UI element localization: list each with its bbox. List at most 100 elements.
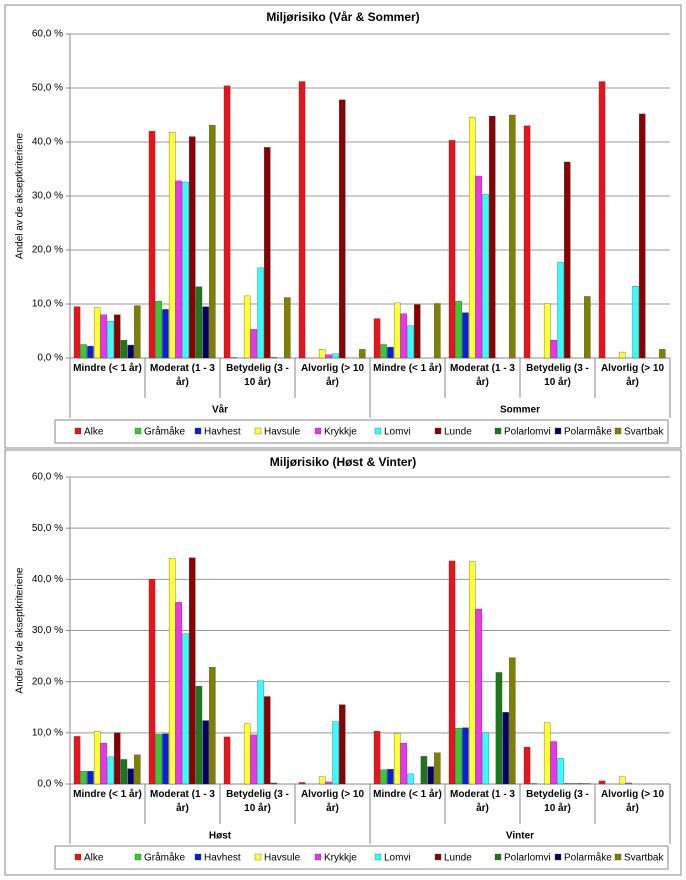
bar <box>189 136 196 359</box>
legend-label: Krykkje <box>324 853 357 864</box>
bar <box>100 742 108 785</box>
x-tick-label-box: Alvorlig (> 10 år) <box>301 789 364 814</box>
bar <box>502 712 509 785</box>
bar <box>162 733 169 785</box>
legend-frame <box>54 845 669 870</box>
legend-swatch <box>494 427 502 435</box>
bar <box>120 340 128 359</box>
x-tick-label: Moderat (1 - 3 år) <box>149 363 215 388</box>
x-tick-label: Mindre (< 1 år) <box>373 789 442 800</box>
bar <box>475 175 483 359</box>
chart-frame <box>4 449 682 876</box>
x-tick-label-box: Alvorlig (> 10 år) <box>301 363 364 388</box>
chart-title: Miljørisiko (Vår & Sommer) <box>266 10 419 24</box>
legend-swatch <box>134 427 142 435</box>
legend-swatch <box>494 853 502 861</box>
legend-label: Havhest <box>204 427 241 438</box>
legend-label: Polarmåke <box>564 426 612 438</box>
legend-swatch <box>134 853 142 861</box>
x-tick-label: Mindre (< 1 år) <box>73 789 142 800</box>
bar <box>100 314 108 359</box>
bar <box>325 354 333 359</box>
group-label: Sommer <box>500 405 540 416</box>
group-label: Vår <box>212 404 228 416</box>
x-tick-label: Moderat (1 - 3 år) <box>449 789 515 814</box>
bar <box>298 81 306 359</box>
x-tick-label-box: Betydelig (3 - 10 år) <box>226 363 289 388</box>
legend-swatch <box>554 853 562 861</box>
legend-swatch <box>314 853 322 861</box>
bar <box>570 783 578 785</box>
legend-label: Polarmåke <box>564 852 612 864</box>
bar <box>243 295 251 359</box>
bar <box>618 351 626 359</box>
bar <box>557 262 564 359</box>
bar <box>318 349 326 359</box>
bar <box>162 309 169 359</box>
bar <box>509 657 516 785</box>
bar <box>427 766 434 785</box>
x-tick-label: Betydelig (3 - 10 år) <box>226 363 289 388</box>
bar <box>448 560 456 785</box>
bar <box>462 727 469 785</box>
bar <box>380 344 387 359</box>
bar <box>168 132 176 359</box>
bar <box>230 357 237 359</box>
legend-swatch <box>194 427 202 435</box>
bar <box>420 756 428 785</box>
bar <box>482 732 489 785</box>
legend-frame <box>54 419 669 444</box>
bar <box>577 783 584 785</box>
bar <box>175 602 183 785</box>
bar <box>509 114 516 359</box>
bar <box>114 732 121 785</box>
bar <box>414 304 421 359</box>
legend-label: Havsule <box>264 853 301 864</box>
bar <box>489 115 496 359</box>
bar <box>223 85 231 359</box>
legend-label: Havsule <box>264 427 301 438</box>
bar <box>339 704 346 785</box>
y-axis-label: Andel av de akseptkriteriene <box>15 567 26 694</box>
bar <box>270 357 278 359</box>
group-label: Høst <box>209 831 232 842</box>
x-tick-label-box: Moderat (1 - 3 år) <box>150 789 215 814</box>
x-tick-label: Moderat (1 - 3 år) <box>449 363 515 388</box>
x-tick-label-box: Moderat (1 - 3 år) <box>449 363 515 388</box>
x-tick-label: Mindre (< 1 år) <box>73 363 142 374</box>
bar <box>155 734 162 785</box>
x-tick-label: Alvorlig (> 10 år) <box>600 363 665 388</box>
legend-label: Alke <box>84 853 104 864</box>
legend-label: Svartbak <box>624 853 664 864</box>
bar <box>387 769 394 785</box>
y-tick-label: 10,0 % <box>32 299 63 310</box>
x-tick-label-box: Betydelig (3 - 10 år) <box>526 363 589 388</box>
x-tick-label-box: Betydelig (3 - 10 år) <box>526 789 589 814</box>
bar <box>148 131 156 359</box>
bar <box>73 306 81 359</box>
bar <box>93 307 101 359</box>
bar <box>550 741 558 785</box>
bar <box>257 267 264 359</box>
y-tick-label: 50,0 % <box>32 83 63 94</box>
bar <box>168 558 176 785</box>
bar <box>462 312 469 359</box>
legend-label: Havhest <box>204 853 241 864</box>
bar <box>202 306 209 359</box>
bar <box>530 783 537 785</box>
x-tick-label-box: Mindre (< 1 år) <box>73 789 142 800</box>
bar <box>87 771 94 785</box>
y-tick-label: 60,0 % <box>32 29 63 40</box>
bar <box>114 314 121 359</box>
x-tick-label: Betydelig (3 - 10 år) <box>226 789 289 814</box>
bar <box>120 759 128 785</box>
bar <box>659 349 666 359</box>
legend-label: Gråmåke <box>144 852 186 864</box>
legend-label: Krykkje <box>324 427 357 438</box>
bar <box>175 180 183 359</box>
legend-swatch <box>374 853 382 861</box>
bar <box>73 736 81 785</box>
bar <box>202 720 209 785</box>
bar <box>148 579 156 785</box>
